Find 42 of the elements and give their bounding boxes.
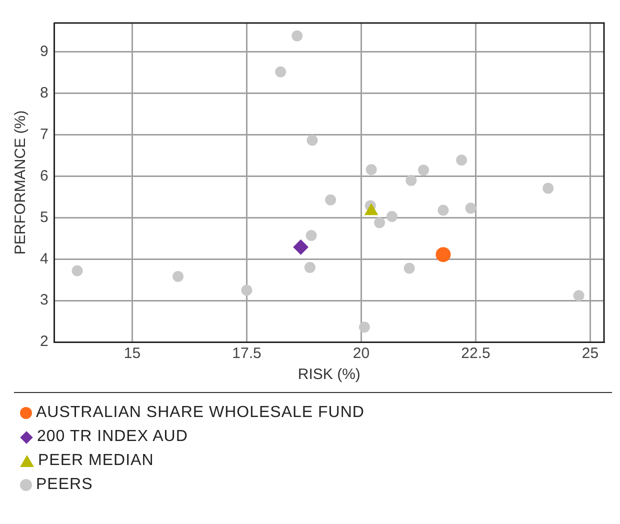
point — [542, 182, 554, 194]
point — [293, 240, 308, 255]
point — [406, 174, 417, 186]
point — [366, 164, 377, 176]
x-axis-title: RISK (%) — [298, 366, 360, 384]
legend-label: PEERS — [36, 476, 93, 494]
point — [573, 290, 584, 302]
point — [386, 210, 398, 222]
point — [456, 154, 468, 166]
y-tick-label: 5 — [40, 208, 48, 226]
y-tick-label: 9 — [40, 43, 48, 60]
point — [418, 164, 430, 176]
point — [438, 204, 449, 216]
point — [404, 262, 415, 274]
x-tick-label: 20 — [352, 345, 370, 362]
y-axis-title: PERFORMANCE (%) — [12, 110, 30, 255]
point — [358, 322, 370, 333]
point — [306, 134, 318, 146]
x-tick-label: 17.5 — [232, 345, 262, 362]
x-tick-label: 15 — [124, 345, 141, 362]
legend-label: 200 TR INDEX AUD — [37, 428, 188, 446]
point — [325, 194, 336, 206]
x-tick-label: 25 — [582, 345, 599, 362]
point — [306, 230, 317, 242]
point — [172, 271, 184, 282]
y-tick-label: 8 — [40, 84, 48, 102]
y-tick-label: 2 — [40, 333, 48, 350]
y-tick-label: 4 — [40, 250, 48, 268]
legend-label: PEER MEDIAN — [38, 452, 154, 470]
point — [436, 247, 451, 262]
point — [241, 284, 252, 296]
point — [304, 262, 316, 273]
legend-label: AUSTRALIAN SHARE WHOLESALE FUND — [36, 404, 364, 422]
x-tick-label: 22.5 — [461, 345, 490, 362]
point — [72, 265, 83, 276]
y-tick-label: 7 — [40, 126, 48, 143]
y-tick-label: 6 — [40, 167, 48, 184]
point — [292, 30, 303, 42]
point — [465, 202, 476, 214]
y-tick-label: 3 — [40, 292, 48, 309]
point — [374, 217, 386, 228]
point — [275, 66, 286, 78]
